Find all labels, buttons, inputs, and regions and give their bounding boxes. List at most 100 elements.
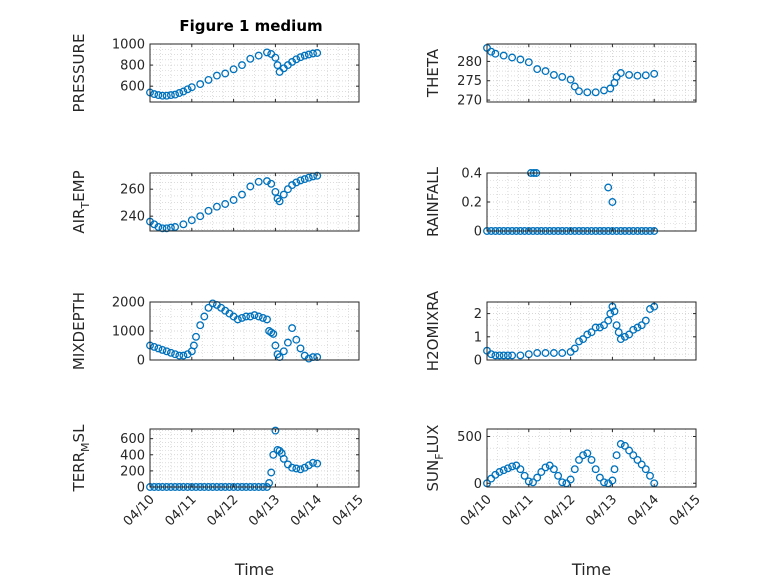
data-point bbox=[616, 335, 625, 344]
data-point bbox=[616, 69, 625, 77]
y-tick-label: 0.2 bbox=[461, 196, 482, 211]
data-point bbox=[229, 196, 238, 204]
data-point bbox=[304, 461, 313, 470]
data-point bbox=[537, 468, 546, 476]
data-point bbox=[288, 324, 297, 333]
data-point bbox=[175, 89, 184, 97]
data-point bbox=[162, 91, 171, 100]
data-point bbox=[508, 351, 517, 360]
xticks-pressure bbox=[149, 44, 360, 102]
data-point bbox=[246, 312, 255, 321]
data-point bbox=[200, 312, 209, 321]
data-point bbox=[549, 70, 558, 79]
data-point bbox=[641, 465, 650, 474]
data-point bbox=[189, 341, 198, 350]
yticks-h2omixra: 0 1 2 bbox=[474, 307, 696, 369]
y-tick-label: 2000 bbox=[112, 296, 145, 311]
y-tick-label: 0 bbox=[474, 225, 482, 240]
data-point bbox=[233, 315, 242, 324]
data-point bbox=[495, 351, 504, 360]
data-point bbox=[275, 67, 284, 76]
data-point bbox=[309, 49, 317, 58]
data-point bbox=[271, 187, 280, 196]
y-tick-label: 600 bbox=[120, 432, 145, 447]
x-tick-label: 04/14 bbox=[625, 492, 662, 529]
data-point bbox=[579, 451, 588, 460]
data-point bbox=[179, 220, 188, 229]
data-point bbox=[637, 460, 646, 469]
ylabel-sun-flux: SUNFLUX bbox=[424, 425, 446, 492]
xticks-mixdepth bbox=[149, 302, 360, 360]
data-point bbox=[279, 190, 288, 199]
data-point bbox=[196, 321, 205, 330]
data-point bbox=[296, 176, 305, 185]
ylabel-terr-msl: TERRMSL bbox=[70, 424, 92, 493]
x-tick-label: 04/12 bbox=[204, 492, 241, 529]
data-point bbox=[516, 351, 525, 360]
x-tick-label: 04/11 bbox=[500, 492, 537, 529]
y-tick-label: 275 bbox=[457, 74, 482, 89]
series-pressure bbox=[146, 48, 322, 100]
data-point bbox=[158, 345, 167, 354]
data-point bbox=[283, 338, 292, 347]
data-point bbox=[600, 321, 608, 330]
data-point bbox=[275, 197, 284, 206]
data-point bbox=[604, 316, 613, 325]
data-point bbox=[246, 54, 255, 63]
data-point bbox=[292, 55, 301, 64]
data-point bbox=[487, 350, 496, 359]
y-tick-label: 200 bbox=[120, 464, 145, 479]
data-point bbox=[620, 441, 629, 450]
data-point bbox=[625, 330, 634, 339]
xticks-air-temp bbox=[149, 173, 360, 231]
data-point bbox=[273, 61, 282, 70]
data-point bbox=[566, 347, 575, 356]
data-point bbox=[271, 53, 280, 62]
data-point bbox=[162, 347, 171, 356]
data-point bbox=[187, 216, 196, 225]
data-point bbox=[208, 299, 217, 308]
data-point bbox=[583, 330, 592, 339]
data-point bbox=[267, 468, 276, 477]
data-point bbox=[275, 446, 284, 455]
data-point bbox=[641, 316, 650, 325]
xticks-rainfall bbox=[486, 173, 697, 231]
axes-box-h2omixra bbox=[486, 301, 697, 361]
yticks-theta: 270 275 280 bbox=[457, 55, 696, 109]
panel-rainfall: 0 0.2 0.4 RAINFALL bbox=[424, 166, 697, 240]
data-point bbox=[570, 465, 579, 474]
data-point bbox=[267, 328, 276, 337]
x-tick-label: 04/10 bbox=[458, 492, 495, 529]
ylabel-air-temp: AIRTEMP bbox=[70, 170, 92, 233]
panel-mixdepth: 0 1000 2000 MIXDEPTH bbox=[70, 292, 360, 370]
data-point bbox=[242, 312, 251, 321]
data-point bbox=[499, 51, 508, 60]
data-point bbox=[309, 458, 317, 467]
y-tick-label: 400 bbox=[120, 448, 145, 463]
data-point bbox=[549, 465, 558, 474]
data-point bbox=[271, 426, 280, 435]
data-point bbox=[258, 313, 267, 322]
data-point bbox=[541, 463, 550, 472]
data-point bbox=[313, 49, 322, 57]
data-point bbox=[604, 183, 613, 192]
xlabel-right: Time bbox=[571, 560, 611, 579]
data-point bbox=[646, 471, 654, 480]
y-tick-label: 800 bbox=[120, 59, 145, 74]
axes-box-air-temp bbox=[149, 172, 360, 232]
data-point bbox=[296, 465, 305, 474]
data-point bbox=[179, 87, 188, 96]
data-point bbox=[204, 303, 213, 312]
y-tick-label: 240 bbox=[120, 210, 145, 225]
xticks-theta bbox=[486, 44, 697, 102]
panel-pressure: 600 800 1000 PRESSURE bbox=[70, 34, 360, 112]
data-point bbox=[491, 351, 500, 360]
data-point bbox=[587, 328, 596, 337]
x-tick-label: 04/13 bbox=[583, 492, 620, 529]
data-point bbox=[629, 451, 638, 460]
data-point bbox=[150, 90, 159, 99]
data-point bbox=[516, 465, 525, 474]
data-point bbox=[503, 464, 512, 473]
y-tick-label: 280 bbox=[457, 55, 482, 70]
data-point bbox=[300, 463, 309, 472]
